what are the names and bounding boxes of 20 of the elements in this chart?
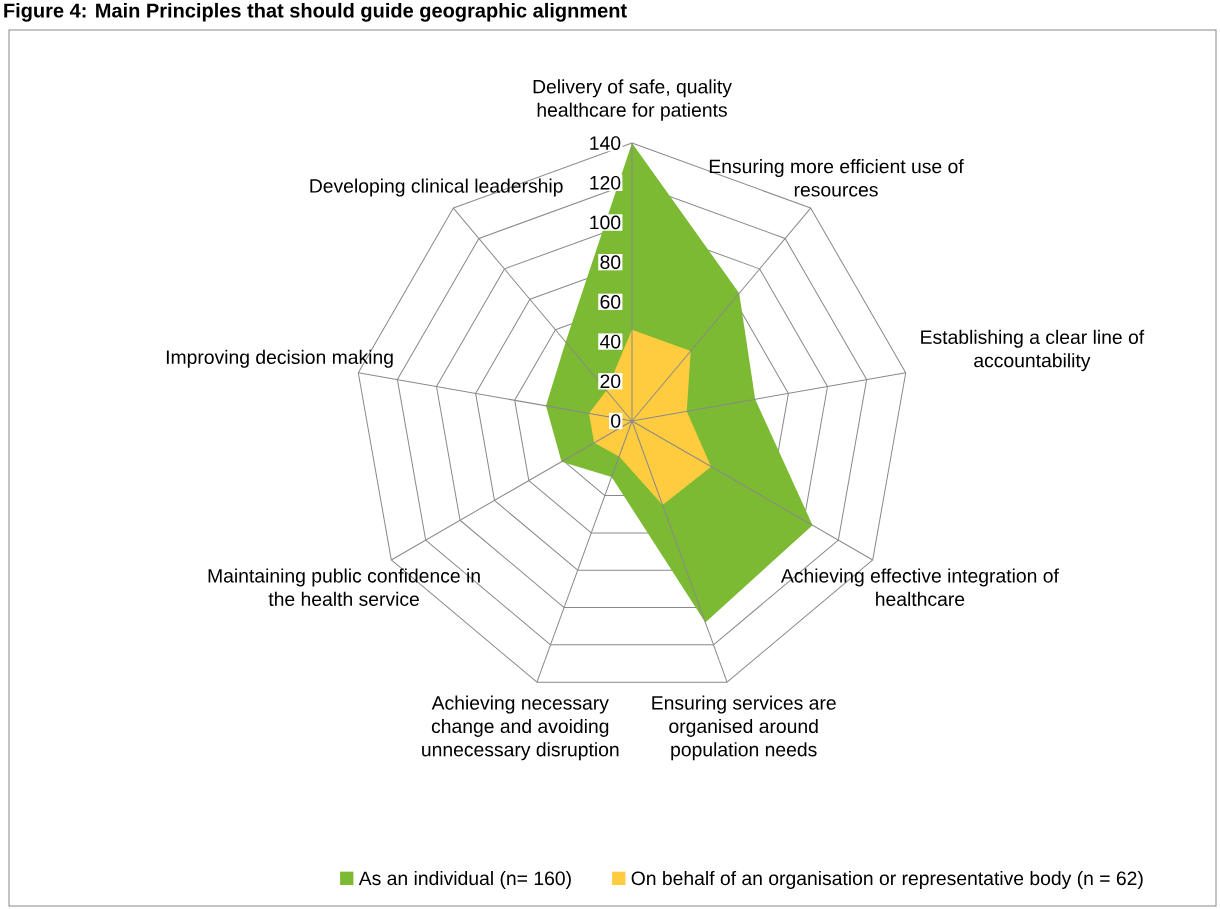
spoke-label: Delivery of safe, quality healthcare for patients [533, 79, 732, 121]
y-tick-label: 40 [600, 334, 621, 349]
spoke-label: Developing clinical leadership [310, 178, 563, 197]
chart-title: Figure 4: Main Principles that should guide geographic alignment [4, 2, 627, 22]
legend-label: As an individual (n= 160) [358, 870, 571, 889]
y-tick-label: 120 [590, 175, 621, 190]
legend-label: On behalf of an organisation or representative body (n = 62) [631, 870, 1143, 889]
spoke-label: Establishing a clear line of accountability [921, 329, 1145, 372]
y-tick-label: 60 [600, 295, 621, 309]
y-tick-label: 100 [590, 215, 621, 230]
y-tick-label: 80 [600, 255, 621, 269]
spoke-label: Ensuring more efficient use of resources [709, 159, 964, 197]
spoke-label: Achieving effective integration of healthcare [780, 568, 1059, 606]
spoke-label: Ensuring services are organised around population needs [652, 695, 836, 761]
spoke-label: Maintaining public confidence in the health service [208, 568, 480, 606]
spoke-label: Achieving necessary change and avoiding unnecessary disruption [422, 695, 619, 761]
y-tick-label: 140 [590, 136, 621, 150]
y-tick-label: 0 [611, 414, 621, 428]
y-tick-label: 20 [600, 374, 621, 389]
spoke-label: Improving decision making [166, 349, 393, 368]
